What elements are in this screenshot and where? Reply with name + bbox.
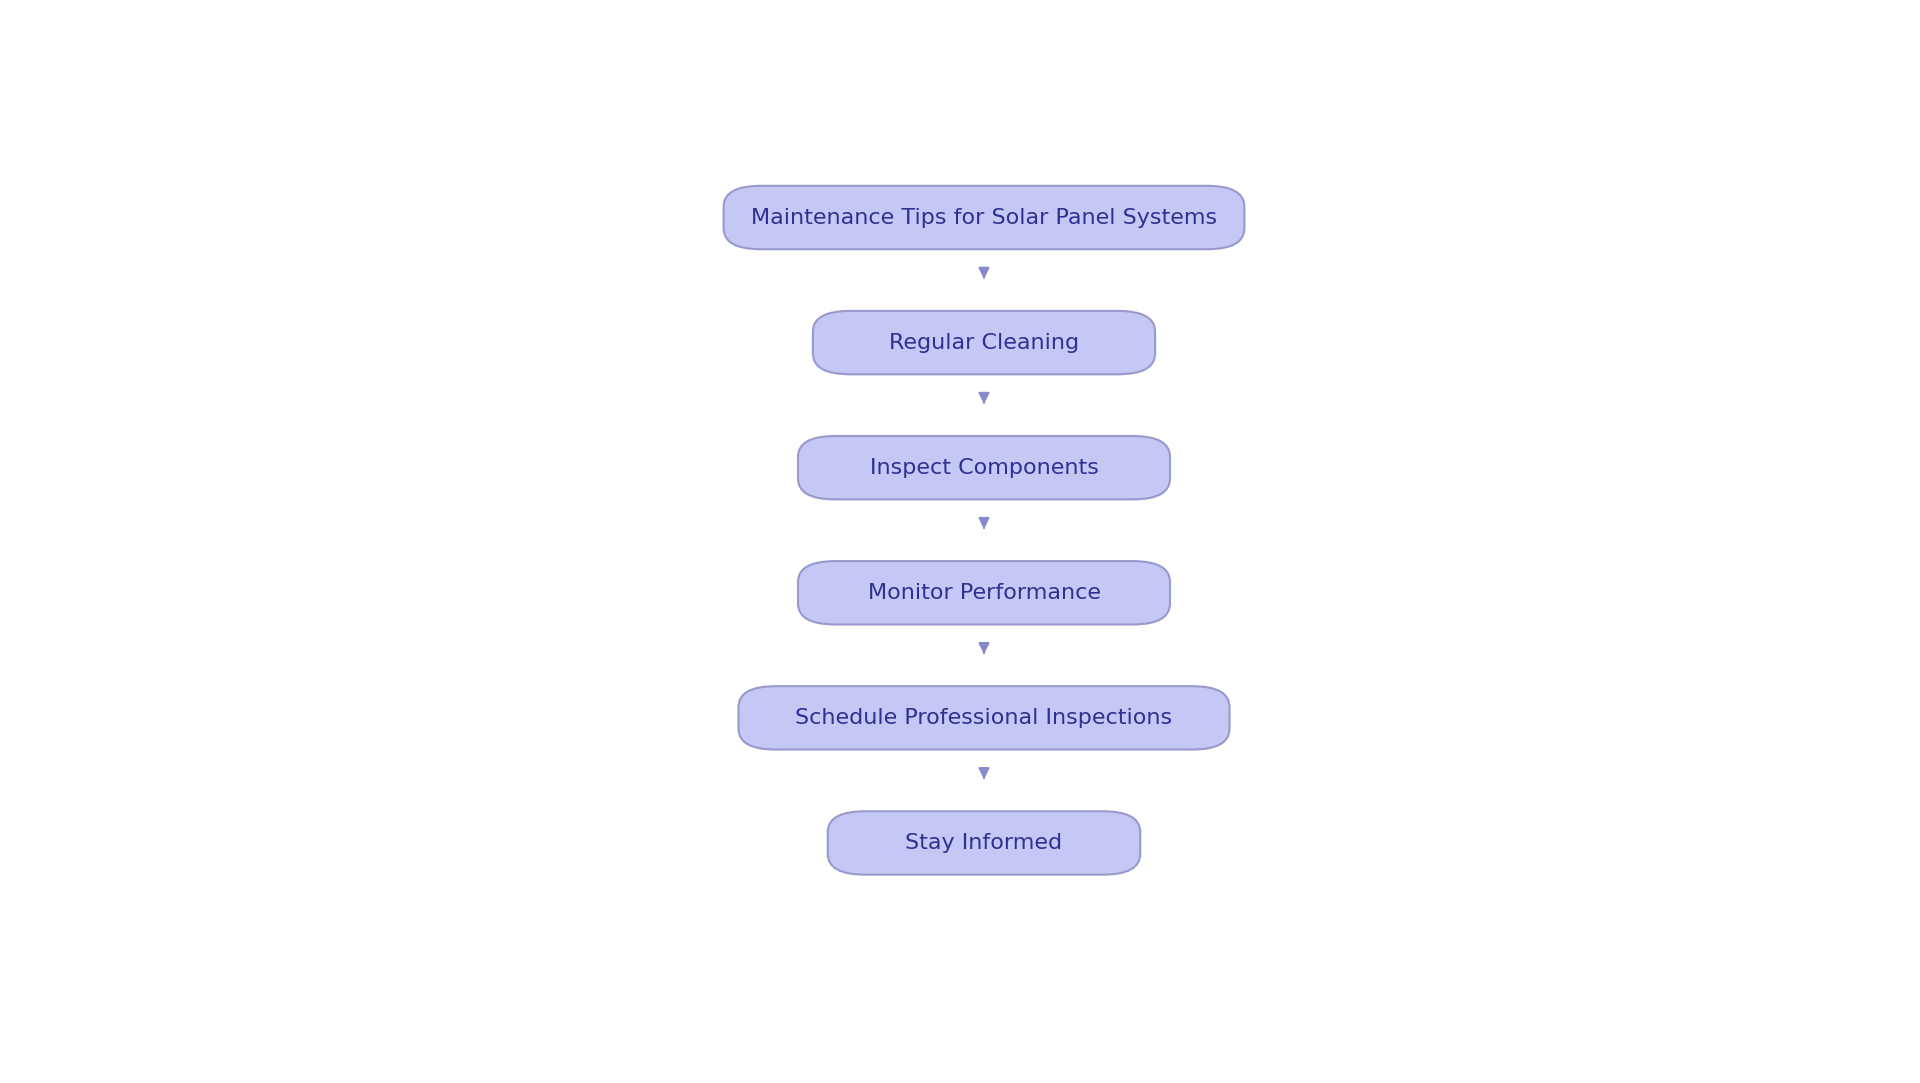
FancyBboxPatch shape [799,561,1169,625]
FancyBboxPatch shape [828,811,1140,875]
Text: Maintenance Tips for Solar Panel Systems: Maintenance Tips for Solar Panel Systems [751,208,1217,227]
Text: Inspect Components: Inspect Components [870,458,1098,478]
FancyBboxPatch shape [799,436,1169,499]
FancyBboxPatch shape [739,687,1229,749]
FancyBboxPatch shape [724,186,1244,249]
Text: Schedule Professional Inspections: Schedule Professional Inspections [795,708,1173,728]
Text: Stay Informed: Stay Informed [906,833,1062,853]
Text: Monitor Performance: Monitor Performance [868,583,1100,603]
Text: Regular Cleaning: Regular Cleaning [889,332,1079,353]
FancyBboxPatch shape [812,311,1156,375]
